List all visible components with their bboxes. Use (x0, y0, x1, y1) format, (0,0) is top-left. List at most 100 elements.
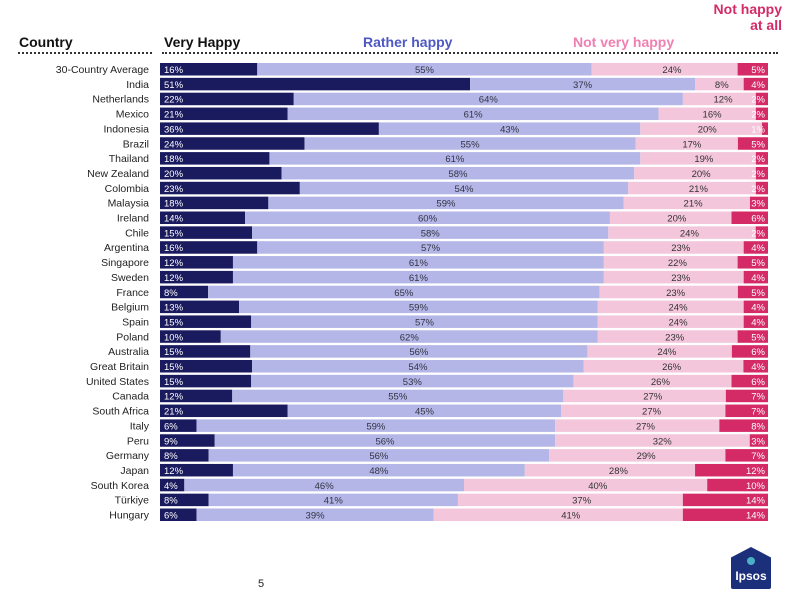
value-label-not-happy-at-all-south-korea: 10% (746, 481, 766, 492)
value-label-rather-happy-thailand: 61% (445, 154, 465, 165)
bar-not-very-happy-new-zealand (634, 166, 756, 180)
country-label-sweden: Sweden (111, 272, 149, 284)
value-label-rather-happy-canada: 55% (388, 392, 408, 403)
bar-very-happy-france (160, 285, 209, 299)
bar-not-very-happy-germany (549, 449, 726, 462)
bar-very-happy-spain (160, 315, 252, 328)
bar-very-happy-italy (160, 419, 197, 432)
header-not-happy-line2: at all (750, 17, 782, 33)
value-label-not-happy-at-all-india: 4% (751, 80, 765, 91)
value-label-rather-happy-sweden: 61% (409, 273, 429, 284)
bar-not-very-happy-south-korea (464, 478, 708, 492)
value-label-very-happy-canada: 12% (164, 392, 184, 403)
value-label-very-happy-india: 51% (164, 80, 184, 91)
country-label-italy: Italy (130, 420, 150, 432)
bar-very-happy-30-country-average (160, 63, 258, 76)
country-label-south-africa: South Africa (92, 406, 149, 418)
value-label-very-happy-netherlands: 22% (164, 95, 184, 106)
bar-not-happy-at-all-germany (725, 449, 768, 462)
bar-not-very-happy-australia (587, 345, 732, 358)
bar-rather-happy-hungary (196, 508, 434, 521)
value-label-rather-happy-mexico: 61% (464, 110, 484, 121)
value-label-not-happy-at-all-argentina: 4% (751, 243, 765, 254)
bar-very-happy-south-korea (160, 478, 185, 492)
bar-not-happy-at-all-south-korea (707, 478, 768, 492)
value-label-not-happy-at-all-australia: 6% (751, 347, 765, 358)
country-label-united-states: United States (86, 376, 149, 388)
value-label-not-happy-at-all-singapore: 5% (751, 258, 765, 269)
bar-not-very-happy-india (695, 77, 744, 91)
value-label-rather-happy-indonesia: 43% (500, 124, 520, 135)
bar-not-very-happy-peru (555, 434, 750, 447)
bar-very-happy-sweden (160, 270, 233, 284)
bar-very-happy-japan (160, 463, 233, 477)
bar-not-happy-at-all-ireland (731, 211, 768, 224)
value-label-not-very-happy-south-korea: 40% (588, 481, 608, 492)
value-label-rather-happy-singapore: 61% (409, 258, 429, 269)
bar-rather-happy-colombia (299, 181, 629, 195)
value-label-not-happy-at-all-poland: 5% (751, 332, 765, 343)
bar-not-very-happy-mexico (658, 107, 756, 121)
value-label-not-very-happy-hungary: 41% (561, 511, 581, 522)
bar-not-happy-at-all-japan (695, 463, 768, 477)
value-label-not-very-happy-argentina: 23% (671, 243, 691, 254)
country-label-t-rkiye: Türkiye (115, 495, 150, 507)
bar-rather-happy-united-states (251, 374, 574, 388)
bar-not-very-happy-argentina (603, 241, 744, 254)
value-label-not-happy-at-all-30-country-average: 5% (751, 65, 765, 76)
header-very-happy: Very Happy (164, 34, 241, 50)
country-label-chile: Chile (125, 227, 149, 239)
bar-rather-happy-ireland (245, 211, 610, 224)
bar-not-very-happy-colombia (628, 181, 756, 195)
value-label-very-happy-new-zealand: 20% (164, 169, 184, 180)
country-label-australia: Australia (108, 346, 149, 358)
value-label-rather-happy-poland: 62% (400, 332, 420, 343)
bar-very-happy-indonesia (160, 122, 379, 135)
value-label-not-very-happy-italy: 27% (636, 421, 656, 432)
country-label-brazil: Brazil (123, 138, 149, 150)
country-label-netherlands: Netherlands (92, 94, 149, 106)
value-label-not-happy-at-all-colombia: 2% (751, 184, 765, 195)
value-label-rather-happy-malaysia: 59% (436, 199, 456, 210)
bar-not-very-happy-poland (597, 330, 738, 343)
value-label-rather-happy-germany: 56% (369, 451, 389, 462)
bar-very-happy-t-rkiye (160, 493, 209, 507)
value-label-not-very-happy-chile: 24% (680, 228, 700, 239)
country-label-colombia: Colombia (105, 183, 150, 195)
header-not-very-happy: Not very happy (573, 34, 675, 50)
bar-rather-happy-peru (214, 434, 556, 447)
bar-not-happy-at-all-indonesia (761, 122, 768, 135)
value-label-not-happy-at-all-sweden: 4% (751, 273, 765, 284)
bar-rather-happy-australia (250, 345, 588, 358)
country-label-argentina: Argentina (104, 242, 149, 254)
bar-rather-happy-30-country-average (257, 63, 592, 76)
value-label-rather-happy-italy: 59% (366, 421, 386, 432)
value-label-very-happy-30-country-average: 16% (164, 65, 184, 76)
bar-very-happy-india (160, 77, 471, 91)
value-label-rather-happy-brazil: 55% (461, 139, 481, 150)
value-label-not-happy-at-all-belgium: 4% (751, 303, 765, 314)
bar-not-happy-at-all-malaysia (749, 196, 768, 210)
country-label-malaysia: Malaysia (108, 198, 150, 210)
bar-not-very-happy-netherlands (682, 92, 756, 106)
bar-rather-happy-india (470, 77, 696, 91)
bar-not-happy-at-all-peru (749, 434, 768, 447)
bar-rather-happy-poland (220, 330, 598, 343)
country-label-singapore: Singapore (101, 257, 149, 269)
value-label-rather-happy-japan: 48% (369, 466, 389, 477)
bar-very-happy-brazil (160, 137, 305, 150)
country-label-spain: Spain (122, 316, 149, 328)
bar-rather-happy-spain (251, 315, 598, 328)
value-label-not-very-happy-canada: 27% (643, 392, 663, 403)
bar-very-happy-mexico (160, 107, 288, 121)
bar-rather-happy-indonesia (378, 122, 641, 135)
bar-not-happy-at-all-sweden (743, 270, 768, 284)
bar-rather-happy-argentina (257, 241, 604, 254)
value-label-rather-happy-30-country-average: 55% (415, 65, 435, 76)
bar-rather-happy-france (208, 285, 600, 299)
value-label-rather-happy-colombia: 54% (454, 184, 474, 195)
value-label-rather-happy-india: 37% (573, 80, 593, 91)
country-label-new-zealand: New Zealand (87, 168, 149, 180)
value-label-very-happy-germany: 8% (164, 451, 178, 462)
country-label-mexico: Mexico (116, 109, 149, 121)
